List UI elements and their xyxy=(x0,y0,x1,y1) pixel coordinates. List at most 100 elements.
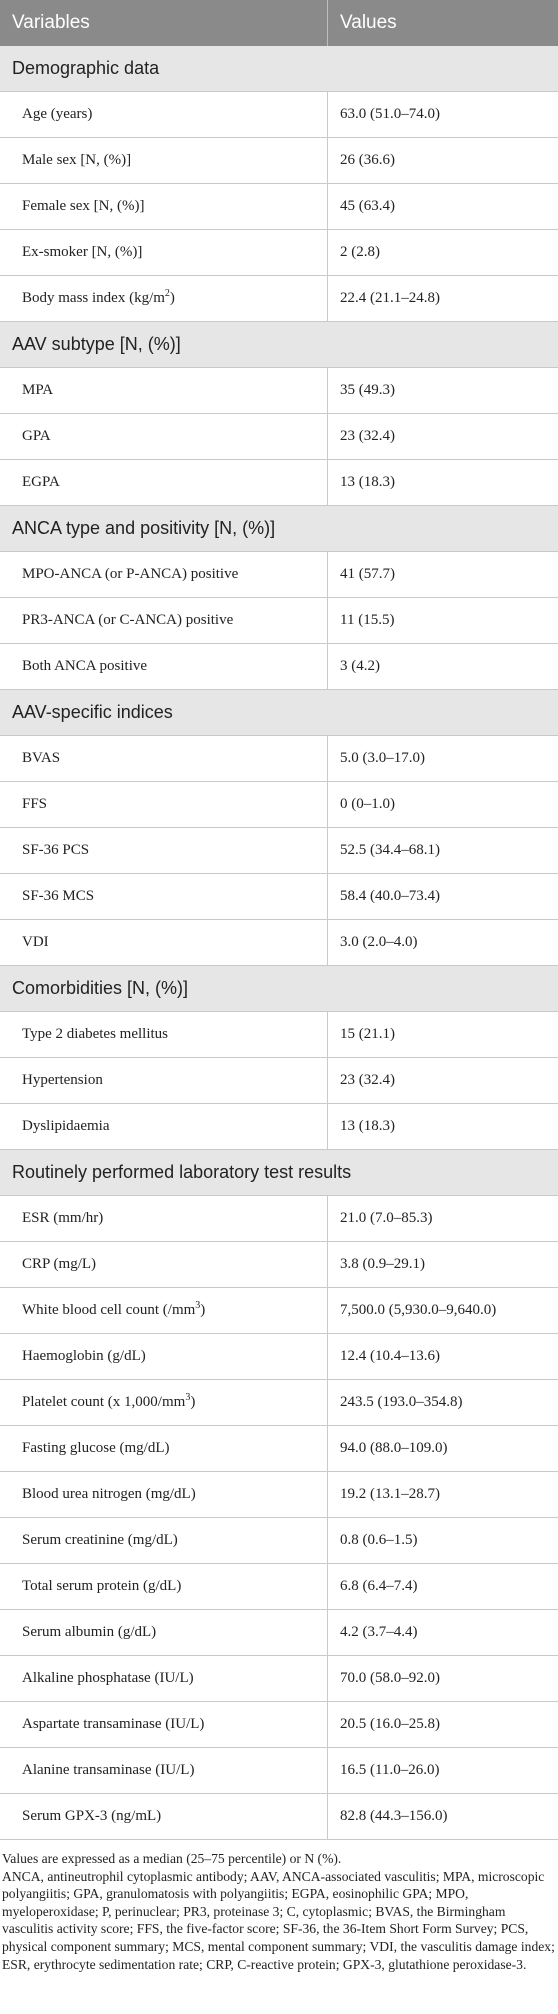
data-row: CRP (mg/L) 3.8 (0.9–29.1) xyxy=(0,1242,558,1288)
data-row: Aspartate transaminase (IU/L) 20.5 (16.0–… xyxy=(0,1702,558,1748)
variable-cell: MPO-ANCA (or P-ANCA) positive xyxy=(0,552,328,597)
data-row: Female sex [N, (%)] 45 (63.4) xyxy=(0,184,558,230)
value-cell: 4.2 (3.7–4.4) xyxy=(340,1624,418,1640)
data-row: Dyslipidaemia 13 (18.3) xyxy=(0,1104,558,1150)
variable-cell: Alkaline phosphatase (IU/L) xyxy=(0,1656,328,1701)
variable-cell: VDI xyxy=(0,920,328,965)
variable-label: Platelet count (x 1,000/mm3) xyxy=(22,1393,195,1411)
header-row: Variables Values xyxy=(0,0,558,46)
value-cell: 3.0 (2.0–4.0) xyxy=(340,934,418,950)
data-row: Fasting glucose (mg/dL) 94.0 (88.0–109.0) xyxy=(0,1426,558,1472)
table: Variables Values Demographic data Age (ye… xyxy=(0,0,558,1840)
variable-cell: White blood cell count (/mm3) xyxy=(0,1288,328,1333)
value-cell: 11 (15.5) xyxy=(340,612,395,628)
value-cell: 3 (4.2) xyxy=(340,658,380,674)
value-cell: 70.0 (58.0–92.0) xyxy=(340,1670,440,1686)
data-row: EGPA 13 (18.3) xyxy=(0,460,558,506)
data-row: PR3-ANCA (or C-ANCA) positive 11 (15.5) xyxy=(0,598,558,644)
header-cell: Variables xyxy=(0,0,328,46)
value-cell: 52.5 (34.4–68.1) xyxy=(340,842,440,858)
variable-cell: Fasting glucose (mg/dL) xyxy=(0,1426,328,1471)
variable-label: Body mass index (kg/m2) xyxy=(22,288,175,307)
variable-cell: MPA xyxy=(0,368,328,413)
variable-cell: Serum GPX-3 (ng/mL) xyxy=(0,1794,328,1839)
variable-cell: CRP (mg/L) xyxy=(0,1242,328,1287)
value-cell: 94.0 (88.0–109.0) xyxy=(340,1440,448,1456)
section-row: AAV subtype [N, (%)] xyxy=(0,322,558,368)
variable-label: White blood cell count (/mm3) xyxy=(22,1300,206,1319)
variable-cell: Ex-smoker [N, (%)] xyxy=(0,230,328,275)
value-cell: 15 (21.1) xyxy=(340,1026,395,1042)
data-row: GPA 23 (32.4) xyxy=(0,414,558,460)
variable-cell: Alanine transaminase (IU/L) xyxy=(0,1748,328,1793)
variable-cell: Female sex [N, (%)] xyxy=(0,184,328,229)
data-row: MPO-ANCA (or P-ANCA) positive 41 (57.7) xyxy=(0,552,558,598)
variable-cell: Haemoglobin (g/dL) xyxy=(0,1334,328,1379)
value-cell: 35 (49.3) xyxy=(340,382,395,398)
value-cell: 0 (0–1.0) xyxy=(340,796,395,812)
section-title: ANCA type and positivity [N, (%)] xyxy=(12,518,276,538)
value-cell: 3.8 (0.9–29.1) xyxy=(340,1256,425,1272)
label-text: Body mass index (kg/m xyxy=(22,290,165,306)
value-cell: 243.5 (193.0–354.8) xyxy=(340,1394,463,1410)
value-cell: 63.0 (51.0–74.0) xyxy=(340,106,440,122)
value-cell: 20.5 (16.0–25.8) xyxy=(340,1716,440,1732)
variable-cell: Hypertension xyxy=(0,1058,328,1103)
variable-cell: PR3-ANCA (or C-ANCA) positive xyxy=(0,598,328,643)
section-row: Routinely performed laboratory test resu… xyxy=(0,1150,558,1196)
variable-cell: Body mass index (kg/m2) xyxy=(0,276,328,321)
section-row: AAV-specific indices xyxy=(0,690,558,736)
footnote: Values are expressed as a median (25–75 … xyxy=(0,1840,558,1973)
section-title: AAV-specific indices xyxy=(12,702,173,722)
value-cell: 5.0 (3.0–17.0) xyxy=(340,750,425,766)
variable-cell: SF-36 PCS xyxy=(0,828,328,873)
variable-cell: Blood urea nitrogen (mg/dL) xyxy=(0,1472,328,1517)
variable-cell: Type 2 diabetes mellitus xyxy=(0,1012,328,1057)
data-row: ESR (mm/hr) 21.0 (7.0–85.3) xyxy=(0,1196,558,1242)
variable-cell: Male sex [N, (%)] xyxy=(0,138,328,183)
variable-cell: Platelet count (x 1,000/mm3) xyxy=(0,1380,328,1425)
variable-cell: Both ANCA positive xyxy=(0,644,328,689)
data-row: Both ANCA positive 3 (4.2) xyxy=(0,644,558,690)
label-text: White blood cell count (/mm xyxy=(22,1302,196,1318)
data-row: SF-36 MCS 58.4 (40.0–73.4) xyxy=(0,874,558,920)
variable-cell: Total serum protein (g/dL) xyxy=(0,1564,328,1609)
data-row: Ex-smoker [N, (%)] 2 (2.8) xyxy=(0,230,558,276)
value-cell: 22.4 (21.1–24.8) xyxy=(340,290,440,306)
section-title: Comorbidities [N, (%)] xyxy=(12,978,189,998)
variable-cell: Serum creatinine (mg/dL) xyxy=(0,1518,328,1563)
data-row: Blood urea nitrogen (mg/dL) 19.2 (13.1–28… xyxy=(0,1472,558,1518)
data-row: FFS 0 (0–1.0) xyxy=(0,782,558,828)
data-row: MPA 35 (49.3) xyxy=(0,368,558,414)
section-row: Demographic data xyxy=(0,46,558,92)
value-cell: 6.8 (6.4–7.4) xyxy=(340,1578,418,1594)
variable-cell: Serum albumin (g/dL) xyxy=(0,1610,328,1655)
section-row: ANCA type and positivity [N, (%)] xyxy=(0,506,558,552)
data-row: Total serum protein (g/dL) 6.8 (6.4–7.4) xyxy=(0,1564,558,1610)
data-row: SF-36 PCS 52.5 (34.4–68.1) xyxy=(0,828,558,874)
data-row: Type 2 diabetes mellitus 15 (21.1) xyxy=(0,1012,558,1058)
value-cell: 13 (18.3) xyxy=(340,1118,395,1134)
data-row: Body mass index (kg/m2) 22.4 (21.1–24.8) xyxy=(0,276,558,322)
label-superscript: 3 xyxy=(195,1300,201,1311)
value-cell: 21.0 (7.0–85.3) xyxy=(340,1210,433,1226)
section-title: Demographic data xyxy=(12,58,160,78)
variable-cell: ESR (mm/hr) xyxy=(0,1196,328,1241)
section-row: Comorbidities [N, (%)] xyxy=(0,966,558,1012)
data-row: Alkaline phosphatase (IU/L) 70.0 (58.0–92… xyxy=(0,1656,558,1702)
data-row: Male sex [N, (%)] 26 (36.6) xyxy=(0,138,558,184)
data-row: Hypertension 23 (32.4) xyxy=(0,1058,558,1104)
value-cell: 23 (32.4) xyxy=(340,428,395,444)
section-title: Routinely performed laboratory test resu… xyxy=(12,1162,352,1182)
label-text: ) xyxy=(200,1302,206,1318)
value-cell: 13 (18.3) xyxy=(340,474,395,490)
variable-cell: GPA xyxy=(0,414,328,459)
variable-cell: SF-36 MCS xyxy=(0,874,328,919)
value-cell: 2 (2.8) xyxy=(340,244,380,260)
variable-cell: EGPA xyxy=(0,460,328,505)
value-cell: 45 (63.4) xyxy=(340,198,395,214)
data-row: Age (years) 63.0 (51.0–74.0) xyxy=(0,92,558,138)
value-cell: 41 (57.7) xyxy=(340,566,395,582)
label-superscript: 2 xyxy=(164,288,170,299)
